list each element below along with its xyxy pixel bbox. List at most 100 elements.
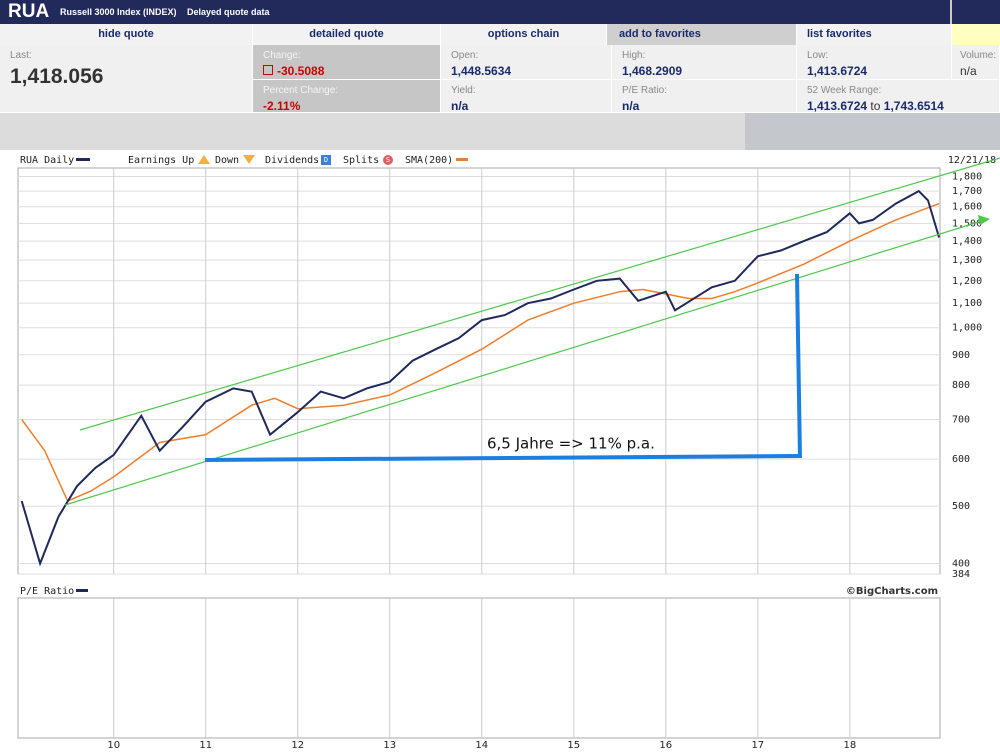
value: 1,413.6724: [807, 64, 868, 78]
legend-icon-text: S: [386, 156, 390, 164]
quote-yield: Yield: n/a: [441, 80, 612, 113]
y-tick-label: 1,400: [952, 236, 982, 247]
series-line: [20, 189, 941, 567]
y-tick-label: 900: [952, 350, 970, 361]
legend-item: Down: [215, 155, 239, 166]
credit: ©BigCharts.com: [846, 586, 938, 597]
x-tick-label: 14: [475, 740, 488, 751]
chart-bg: [4, 150, 1000, 755]
y-tick-label: 1,700: [952, 186, 982, 197]
legend-icon: [243, 155, 255, 164]
quote-last: Last: 1,418.056: [0, 45, 253, 113]
x-tick-label: 15: [567, 740, 580, 751]
label: High:: [622, 50, 646, 61]
legend-swatch: [76, 158, 90, 161]
quote-change: Change: -30.5088: [253, 45, 441, 80]
nav-button[interactable]: options chain: [441, 24, 607, 45]
value: n/a: [451, 99, 469, 113]
chart: RUA Daily Earnings Up Down Dividends D S…: [4, 150, 1000, 755]
x-tick-label: 18: [843, 740, 856, 751]
quote-note: Delayed quote data: [187, 7, 270, 17]
legend-icon: [383, 155, 393, 165]
value: 1,418.056: [10, 65, 104, 88]
legend-item: Splits: [343, 155, 379, 166]
legend-icon: [321, 155, 331, 165]
series: [20, 189, 941, 567]
legend-item: SMA(200): [405, 155, 453, 166]
legend-title: RUA Daily: [20, 155, 74, 166]
y-tick-label: 1,200: [952, 276, 982, 287]
y-tick-label: 1,300: [952, 255, 982, 266]
spacer-dark: [745, 113, 1000, 150]
nav-filler: [952, 24, 1000, 45]
y-tick-label: 384: [952, 569, 970, 580]
nav-button[interactable]: list favorites: [797, 24, 952, 45]
top-bar: RUA Russell 3000 Index (INDEX) Delayed q…: [0, 0, 1000, 24]
quote-percent-change: Percent Change: -2.11%: [253, 80, 441, 113]
label: Yield:: [451, 85, 476, 96]
x-tick-label: 10: [107, 740, 120, 751]
value: n/a: [622, 99, 640, 113]
quote-high: High: 1,468.2909: [612, 45, 797, 80]
trend-line: [64, 219, 986, 506]
legend-icon: [198, 155, 210, 164]
range-to: to: [870, 99, 881, 113]
annotation: 6,5 Jahre => 11% p.a.: [487, 435, 655, 453]
nav-button[interactable]: add to favorites: [607, 24, 797, 45]
nav-button[interactable]: detailed quote: [253, 24, 441, 45]
symbol: RUA: [8, 1, 50, 22]
index-name: Russell 3000 Index (INDEX): [60, 7, 177, 17]
value: -2.11%: [263, 99, 301, 113]
legend-swatch: [456, 158, 468, 161]
down-icon: [263, 65, 273, 75]
x-tick-label: 12: [291, 740, 304, 751]
x-tick-label: 17: [751, 740, 764, 751]
label: P/E Ratio:: [622, 85, 668, 96]
y-tick-label: 600: [952, 454, 970, 465]
label: 52 Week Range:: [807, 85, 882, 96]
legend-item: Earnings Up: [128, 155, 194, 166]
label: Change:: [263, 50, 301, 61]
nav-button[interactable]: hide quote: [0, 24, 253, 45]
y-tick-label: 1,600: [952, 202, 982, 213]
x-tick-label: 13: [383, 740, 396, 751]
y-tick-label: 800: [952, 380, 970, 391]
y-tick-label: 1,000: [952, 323, 982, 334]
range-low: 1,413.6724: [807, 99, 868, 113]
quote-range: 52 Week Range: 1,413.6724 to 1,743.6514: [797, 80, 1000, 113]
value: 1,468.2909: [622, 64, 683, 78]
lower-pane-title: P/E Ratio: [20, 586, 74, 597]
label: Open:: [451, 50, 479, 61]
quote-volume: Volume: n/a: [952, 45, 1000, 80]
y-tick-label: 700: [952, 414, 970, 425]
annotation-line: [795, 273, 802, 459]
y-tick-label: 1,500: [952, 218, 982, 229]
value: n/a: [960, 64, 977, 78]
label: Volume:: [960, 50, 997, 61]
x-tick-label: 11: [199, 740, 212, 751]
legend-icon-text: D: [324, 156, 328, 164]
trend-line: [79, 157, 1000, 431]
chart-date: 12/21/18: [948, 155, 996, 166]
quote-open: Open: 1,448.5634: [441, 45, 612, 80]
range-high: 1,743.6514: [883, 99, 944, 113]
quote-low: Low: 1,413.6724: [797, 45, 952, 80]
y-tick-label: 1,800: [952, 171, 982, 182]
y-tick-label: 500: [952, 501, 970, 512]
legend-swatch: [76, 589, 88, 592]
value: 1,448.5634: [451, 64, 512, 78]
y-tick-label: 400: [952, 558, 970, 569]
label: Last:: [10, 50, 32, 61]
top-bar-end: [950, 0, 1000, 24]
grid: 1,800 1,700 1,600 1,500 1,400 1,300 1,200 1,100…: [18, 168, 982, 751]
value: -30.5088: [277, 64, 325, 78]
price-marker: [978, 215, 990, 225]
y-tick-label: 1,100: [952, 298, 982, 309]
legend-item: Dividends: [265, 155, 319, 166]
quote-pe: P/E Ratio: n/a: [612, 80, 797, 113]
label: Low:: [807, 50, 829, 61]
annotation-line: [204, 454, 802, 462]
label: Percent Change:: [263, 85, 339, 96]
series-line: [21, 202, 940, 502]
